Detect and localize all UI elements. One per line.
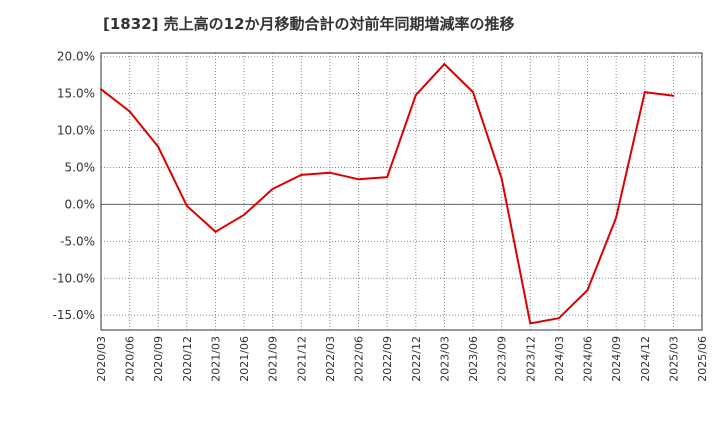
data-point <box>443 63 446 66</box>
x-tick-label: 2021/03 <box>209 336 222 382</box>
data-point <box>557 317 560 320</box>
y-tick-label: -10.0% <box>53 271 95 285</box>
data-point <box>643 91 646 94</box>
data-point <box>586 289 589 292</box>
x-tick-label: 2022/12 <box>410 336 423 382</box>
data-point <box>157 145 160 148</box>
x-tick-label: 2025/06 <box>696 336 709 382</box>
data-point <box>128 110 131 113</box>
x-tick-label: 2023/12 <box>524 336 537 382</box>
data-point <box>615 216 618 219</box>
x-tick-label: 2022/09 <box>381 336 394 382</box>
chart-title: [1832] 売上高の12か月移動合計の対前年同期増減率の推移 <box>103 15 515 33</box>
data-point <box>243 213 246 216</box>
x-tick-label: 2022/06 <box>353 336 366 382</box>
x-tick-label: 2020/03 <box>95 336 108 382</box>
x-tick-label: 2020/09 <box>152 336 165 382</box>
plot-area <box>101 53 702 330</box>
x-tick-label: 2020/12 <box>181 336 194 382</box>
x-tick-label: 2023/09 <box>496 336 509 382</box>
x-tick-label: 2023/06 <box>467 336 480 382</box>
data-point <box>386 176 389 179</box>
x-tick-label: 2024/12 <box>639 336 652 382</box>
data-point <box>300 173 303 176</box>
data-point <box>214 230 217 233</box>
y-tick-label: 20.0% <box>57 50 95 64</box>
x-tick-label: 2022/03 <box>324 336 337 382</box>
x-tick-label: 2023/03 <box>438 336 451 382</box>
x-tick-label: 2024/09 <box>610 336 623 382</box>
data-point <box>414 94 417 97</box>
y-tick-label: 10.0% <box>57 124 95 138</box>
y-tick-label: 5.0% <box>65 160 96 174</box>
y-tick-label: 0.0% <box>65 197 96 211</box>
data-point <box>357 178 360 181</box>
x-tick-label: 2020/06 <box>124 336 137 382</box>
x-tick-label: 2024/06 <box>582 336 595 382</box>
y-tick-label: -5.0% <box>60 234 95 248</box>
plot-frame <box>100 52 703 331</box>
x-tick-label: 2025/03 <box>667 336 680 382</box>
x-tick-label: 2021/09 <box>267 336 280 382</box>
y-tick-label: 15.0% <box>57 87 95 101</box>
data-point <box>529 322 532 325</box>
data-point <box>271 187 274 190</box>
y-tick-label: -15.0% <box>53 308 95 322</box>
x-tick-label: 2021/12 <box>295 336 308 382</box>
x-tick-label: 2024/03 <box>553 336 566 382</box>
data-point <box>100 88 102 91</box>
data-point <box>672 94 675 97</box>
x-tick-label: 2021/06 <box>238 336 251 382</box>
data-point <box>328 171 331 174</box>
data-point <box>500 177 503 180</box>
data-point <box>472 91 475 94</box>
data-point <box>185 204 188 207</box>
